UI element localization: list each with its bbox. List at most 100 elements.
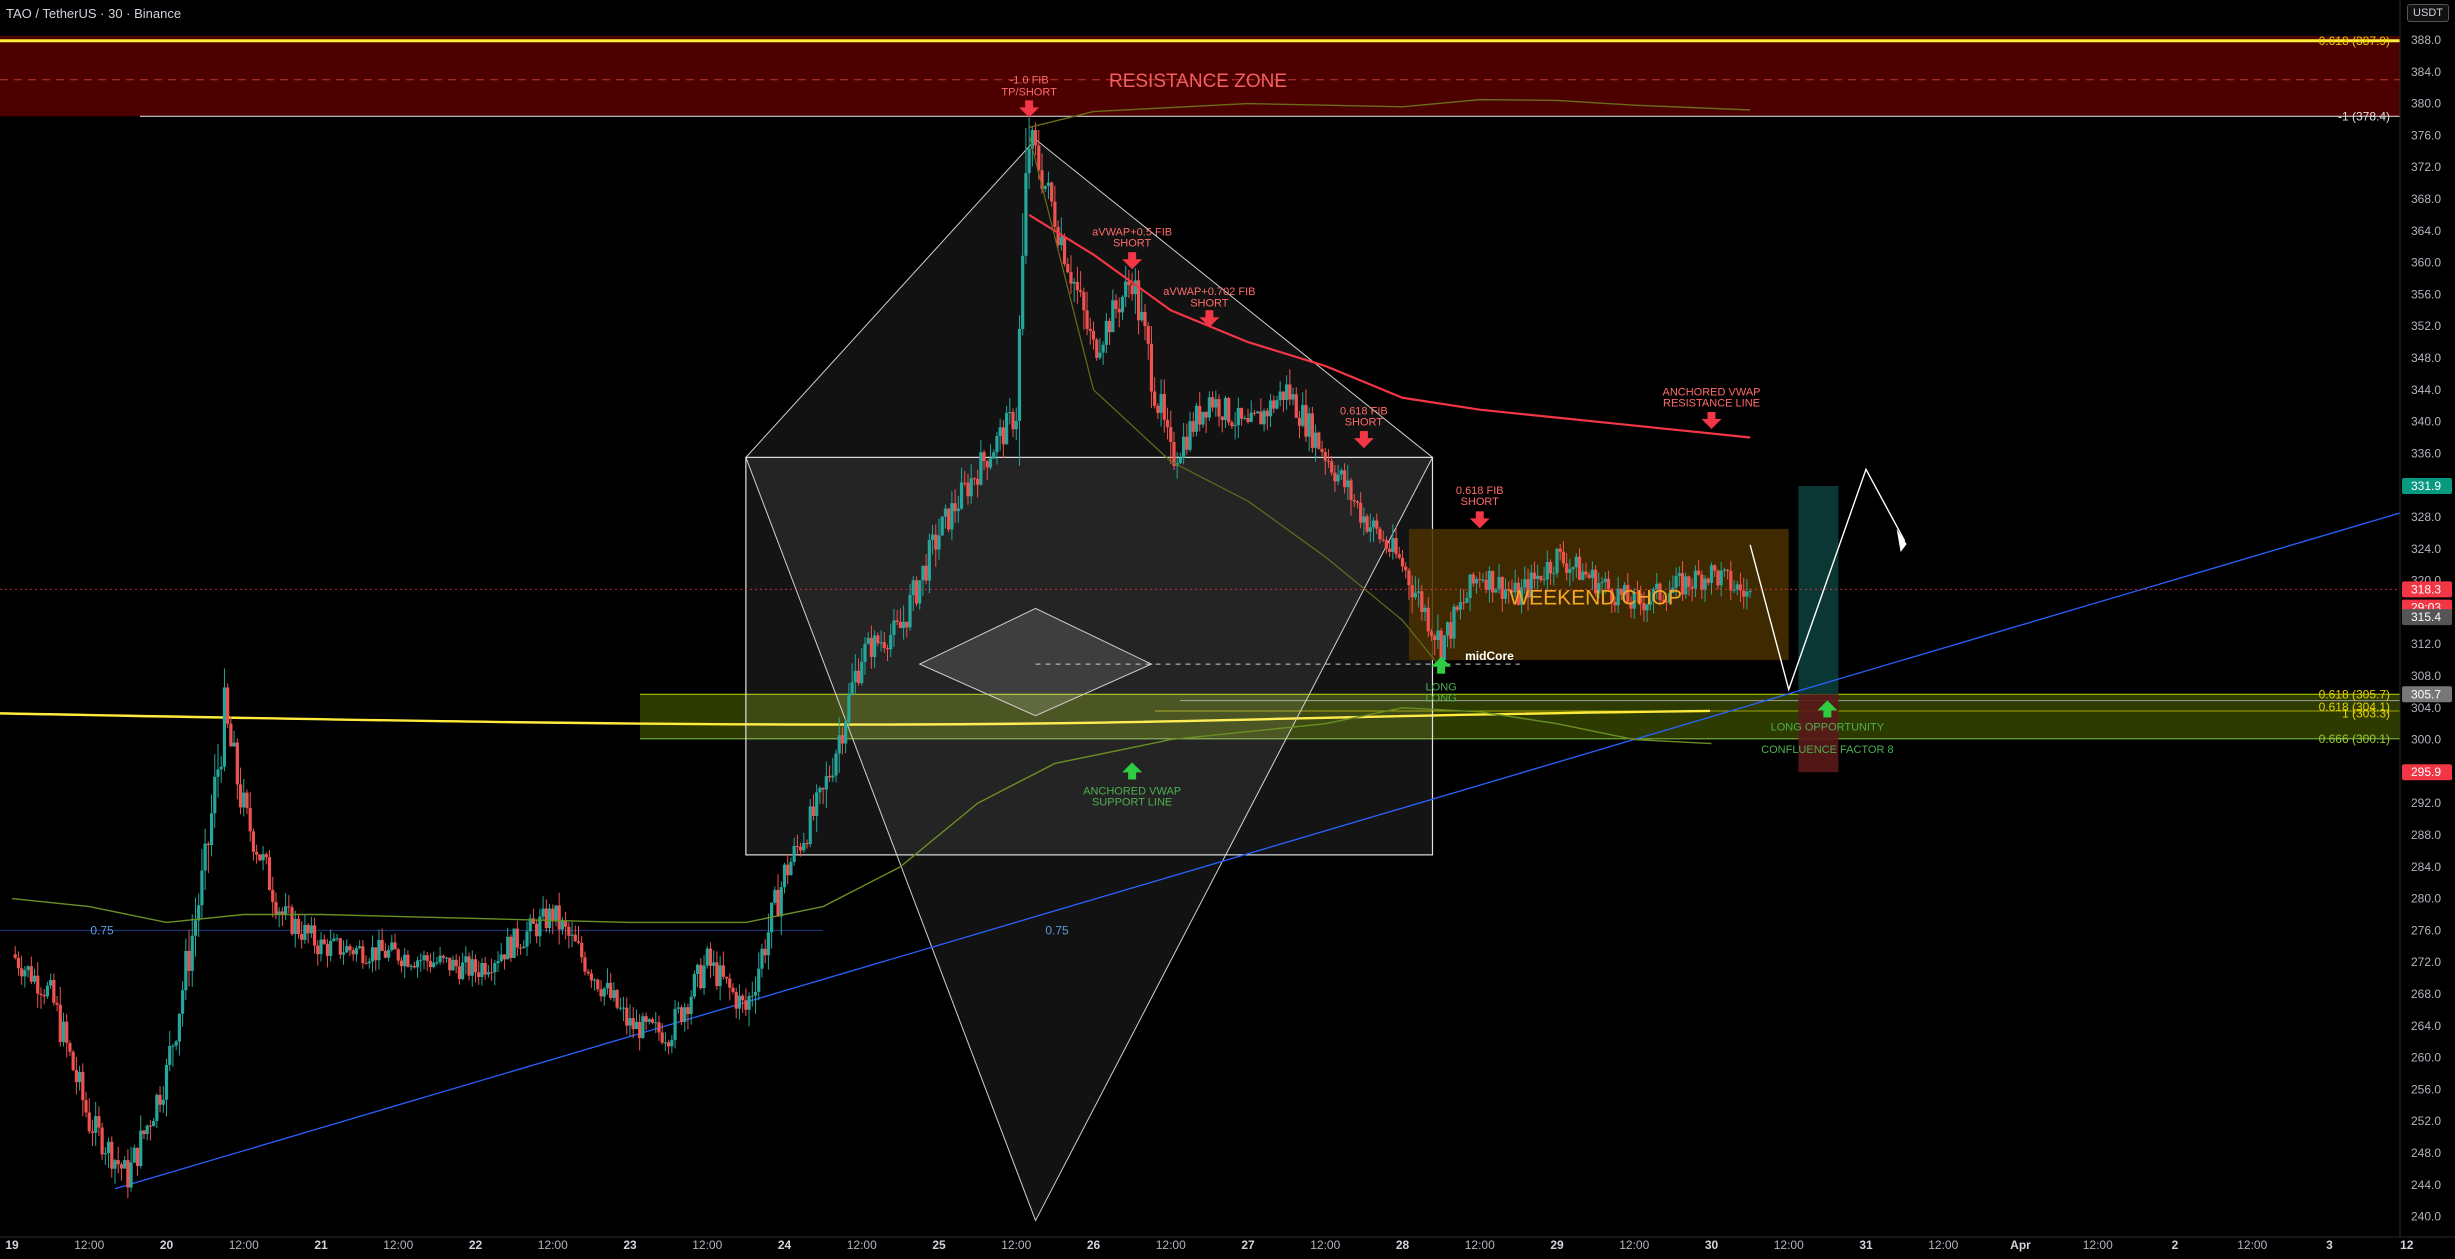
candle-body bbox=[834, 753, 838, 776]
candle-body bbox=[1523, 579, 1527, 588]
avwap0702-arrow-head bbox=[1199, 317, 1220, 328]
candle-body bbox=[708, 948, 713, 966]
candle-body bbox=[1429, 631, 1434, 636]
candle bbox=[1423, 604, 1427, 622]
candle-body bbox=[1661, 600, 1665, 602]
candle bbox=[338, 937, 342, 960]
candle-body bbox=[1320, 448, 1324, 453]
fib618b-arrow-stem bbox=[1475, 511, 1484, 520]
candle bbox=[1107, 317, 1112, 345]
candle-body bbox=[1111, 300, 1115, 333]
candle bbox=[45, 981, 50, 999]
candle bbox=[1349, 477, 1353, 516]
candle-body bbox=[544, 908, 548, 929]
candle-body bbox=[1220, 416, 1224, 421]
candle-body bbox=[766, 932, 771, 956]
candle-body bbox=[1552, 573, 1556, 575]
y-tick-label: 336.0 bbox=[2411, 446, 2441, 460]
candle-body bbox=[1629, 602, 1633, 609]
candle-body bbox=[36, 975, 40, 994]
candle-body bbox=[1610, 589, 1614, 602]
candle bbox=[255, 844, 259, 864]
candle bbox=[972, 477, 977, 486]
candle-body bbox=[1503, 589, 1508, 599]
price-tag-text-1: 318.3 bbox=[2411, 582, 2441, 596]
candle-body bbox=[1491, 570, 1495, 593]
candle bbox=[1404, 562, 1408, 579]
candle-body bbox=[1397, 554, 1401, 558]
x-tick-label: 12:00 bbox=[1310, 1238, 1340, 1252]
avwap-lower-band bbox=[1028, 135, 1442, 669]
candle-body bbox=[547, 908, 552, 929]
candle-body bbox=[753, 991, 758, 996]
candle-body bbox=[1201, 411, 1205, 425]
candle bbox=[1526, 568, 1530, 611]
x-tick-label: 25 bbox=[932, 1238, 946, 1252]
y-tick-label: 360.0 bbox=[2411, 256, 2441, 270]
candle-body bbox=[415, 960, 420, 968]
candle bbox=[277, 907, 281, 928]
candle-body bbox=[119, 1164, 124, 1169]
candle-body bbox=[1104, 320, 1108, 345]
candle bbox=[1169, 410, 1173, 464]
candle bbox=[1307, 407, 1311, 452]
blue-trendline bbox=[114, 512, 2401, 1190]
candle bbox=[1259, 398, 1263, 425]
candle bbox=[235, 738, 239, 800]
candle-body bbox=[789, 861, 793, 876]
candle-body bbox=[657, 1022, 661, 1033]
support-zone bbox=[640, 694, 2400, 739]
candle bbox=[937, 518, 941, 560]
candle bbox=[84, 1091, 88, 1118]
candle-body bbox=[1117, 308, 1121, 313]
candle-body bbox=[605, 982, 610, 989]
candle-body bbox=[432, 962, 436, 968]
x-axis-bg bbox=[0, 1237, 2455, 1254]
candle-body bbox=[856, 670, 861, 684]
candle bbox=[267, 850, 272, 891]
candle bbox=[1191, 412, 1195, 437]
candle bbox=[1297, 411, 1302, 439]
fib-label-5: 0.666 (300.1) bbox=[2319, 732, 2390, 746]
x-tick-label: 26 bbox=[1087, 1238, 1101, 1252]
candle bbox=[1368, 513, 1372, 543]
candle bbox=[805, 839, 809, 849]
candle bbox=[1603, 572, 1607, 594]
candle bbox=[1320, 440, 1324, 457]
fib618b-label-2: SHORT bbox=[1461, 496, 1500, 508]
y-tick-label: 252.0 bbox=[2411, 1114, 2441, 1128]
candle-body bbox=[1442, 635, 1446, 661]
candle-body bbox=[332, 938, 336, 941]
candle-body bbox=[1671, 587, 1675, 593]
candle-body bbox=[448, 957, 452, 971]
candle-body bbox=[892, 620, 896, 635]
candle-body bbox=[283, 906, 288, 915]
candle bbox=[52, 973, 56, 1006]
candle bbox=[261, 845, 265, 871]
candle bbox=[1600, 577, 1604, 594]
candle bbox=[1236, 397, 1240, 438]
candle bbox=[853, 654, 857, 695]
candle-body bbox=[1336, 474, 1340, 482]
symbol-title[interactable]: TAO / TetherUS · 30 · Binance bbox=[6, 6, 182, 21]
candle bbox=[329, 929, 333, 962]
candle-body bbox=[686, 1007, 690, 1015]
candle-body bbox=[1600, 582, 1604, 584]
candle-body bbox=[1037, 145, 1041, 171]
candle bbox=[1046, 171, 1051, 200]
candle-body bbox=[428, 961, 433, 968]
candle bbox=[518, 944, 523, 955]
currency-button[interactable]: USDT bbox=[2407, 4, 2449, 22]
candle bbox=[528, 914, 532, 944]
candle bbox=[1500, 576, 1504, 612]
candle bbox=[1079, 271, 1083, 297]
candle bbox=[782, 862, 787, 894]
candle bbox=[1420, 585, 1424, 621]
candle bbox=[1468, 574, 1472, 612]
candle-body bbox=[486, 972, 490, 975]
candle-body bbox=[1027, 148, 1031, 174]
candle-body bbox=[1413, 592, 1417, 598]
y-tick-label: 348.0 bbox=[2411, 351, 2441, 365]
